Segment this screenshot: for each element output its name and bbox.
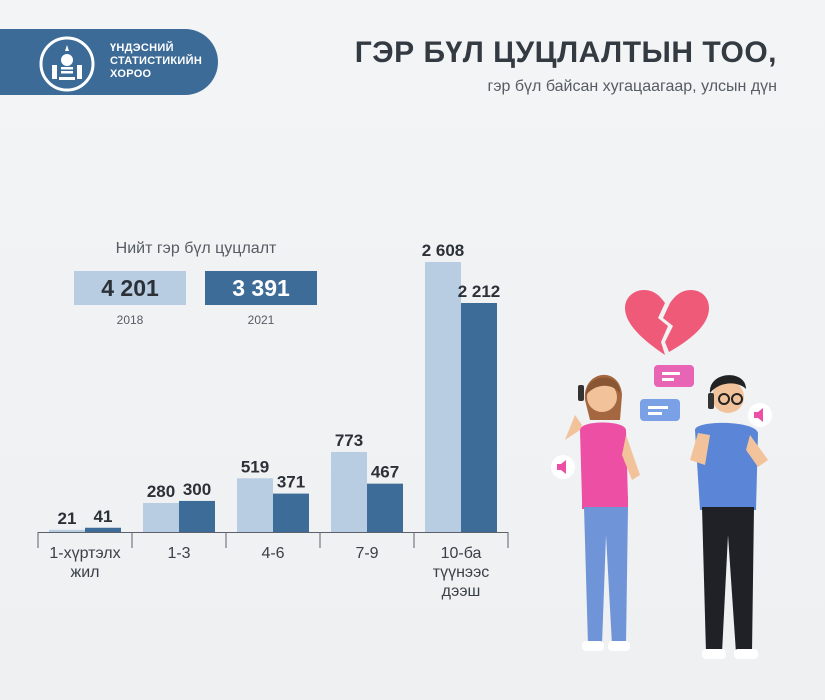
page-subtitle: гэр бүл байсан хугацаагаар, улсын дүн [487, 78, 777, 95]
couple-illustration [551, 290, 772, 659]
logo-text: ҮНДЭСНИЙ СТАТИСТИКИЙН ХОРОО [110, 42, 202, 81]
data-label-2021-3: 467 [371, 463, 399, 482]
bar-2018-1 [143, 503, 179, 532]
bar-2021-4 [461, 302, 497, 532]
data-label-2021-1: 300 [183, 480, 211, 499]
bar-2018-0 [49, 529, 85, 532]
data-label-2021-0: 41 [94, 507, 113, 526]
data-label-2018-1: 280 [147, 482, 175, 501]
broken-heart-icon [625, 290, 709, 355]
bar-2018-2 [237, 478, 273, 532]
data-label-2018-3: 773 [335, 431, 363, 450]
soyombo-emblem-icon [39, 36, 95, 92]
total-2018-year: 2018 [116, 313, 144, 327]
bar-2018-3 [331, 451, 367, 532]
data-label-2018-4: 2 608 [422, 241, 465, 260]
logo-line: СТАТИСТИКИЙН [110, 55, 203, 67]
chat-bubble-icon [640, 399, 680, 421]
category-label-1: 1-3 [167, 545, 190, 562]
logo-line: ХОРОО [110, 68, 152, 80]
bar-2021-1 [179, 500, 215, 532]
total-2021-year: 2021 [247, 313, 275, 327]
category-label-4: 10-ба [441, 545, 482, 562]
category-label-0: жил [71, 564, 100, 581]
speaker-icon [748, 403, 772, 427]
man-figure [690, 375, 768, 659]
category-label-2: 4-6 [261, 545, 284, 562]
data-label-2018-2: 519 [241, 457, 269, 476]
bar-2021-2 [273, 493, 309, 532]
bar-2021-0 [85, 527, 121, 532]
data-label-2021-2: 371 [277, 473, 305, 492]
chat-bubble-icon [654, 365, 694, 387]
logo-line: ҮНДЭСНИЙ [110, 42, 174, 54]
category-label-0: 1-хүртэлх [49, 545, 120, 562]
logo-banner: ҮНДЭСНИЙ СТАТИСТИКИЙН ХОРОО [0, 29, 218, 95]
total-2021-value: 3 391 [205, 271, 317, 305]
data-label-2018-0: 21 [58, 509, 77, 528]
category-label-4: дээш [442, 583, 481, 600]
woman-figure [565, 374, 640, 651]
data-label-2021-4: 2 212 [458, 282, 501, 301]
total-2018-value: 4 201 [74, 271, 186, 305]
bar-2021-3 [367, 483, 403, 532]
category-label-3: 7-9 [355, 545, 378, 562]
bar-2018-4 [425, 262, 461, 532]
page-title: ГЭР БҮЛ ЦУЦЛАЛТЫН ТОО, [354, 36, 777, 69]
speaker-icon [551, 455, 575, 479]
totals-label: Нийт гэр бүл цуцлалт [115, 240, 277, 257]
category-label-4: түүнээс [433, 564, 490, 581]
